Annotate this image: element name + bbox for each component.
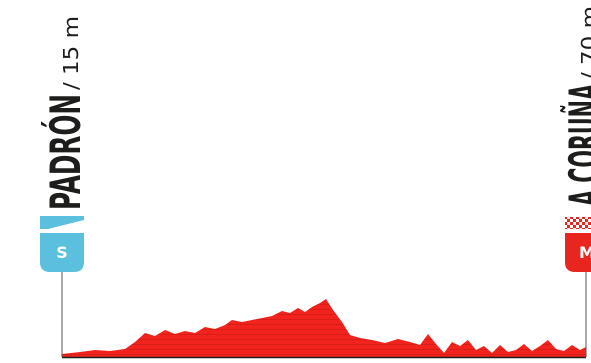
- start-flag: [40, 216, 84, 229]
- elevation-profile: [62, 299, 586, 357]
- finish-flag: [565, 217, 591, 229]
- finish-altitude: / 70 m: [577, 6, 591, 80]
- finish-town: A CORUÑA: [559, 84, 591, 206]
- finish-badge-label: M: [579, 243, 591, 262]
- start-badge-label: S: [56, 243, 68, 262]
- finish-badge: [565, 233, 591, 272]
- start-altitude: / 15 m: [59, 16, 83, 90]
- start-town: PADRÓN: [40, 94, 90, 210]
- start-badge: [40, 233, 84, 272]
